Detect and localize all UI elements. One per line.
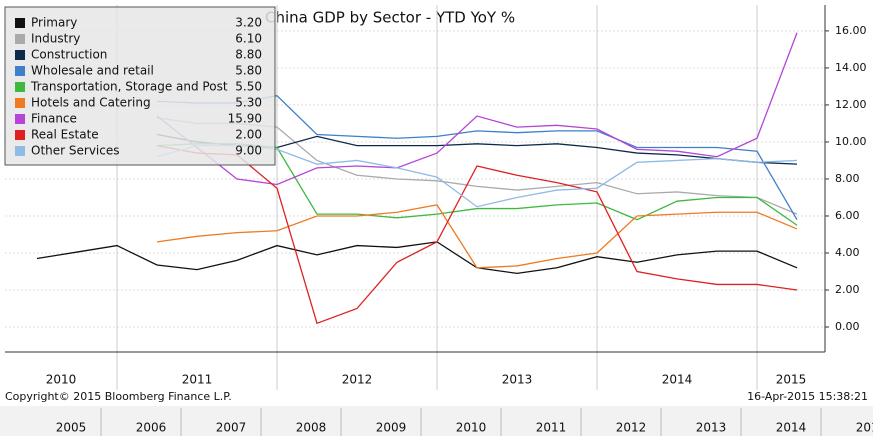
legend-value: 3.20: [235, 16, 262, 30]
timeline-label: 2011: [536, 421, 567, 435]
timestamp: 16-Apr-2015 15:38:21: [747, 390, 868, 403]
y-tick-label: 10.00: [835, 135, 867, 148]
x-band-label: 2011: [182, 373, 213, 387]
legend-value: 5.30: [235, 96, 262, 110]
x-band-label: 2012: [342, 373, 373, 387]
legend-label: Real Estate: [31, 128, 99, 142]
chart-title: China GDP by Sector - YTD YoY %: [265, 9, 515, 27]
legend-box: [4, 6, 276, 166]
y-tick-label: 14.00: [835, 61, 867, 74]
legend-label: Primary: [31, 16, 77, 30]
legend-value: 9.00: [235, 144, 262, 158]
legend-value: 6.10: [235, 32, 262, 46]
legend-label: Hotels and Catering: [31, 96, 151, 110]
legend-swatch: [15, 82, 25, 92]
timeline-label: 2013: [696, 421, 727, 435]
legend-label: Transportation, Storage and Post: [30, 80, 228, 94]
legend-swatch: [15, 18, 25, 28]
legend-value: 15.90: [228, 112, 262, 126]
legend-swatch: [15, 66, 25, 76]
legend-value: 5.50: [235, 80, 262, 94]
legend-value: 8.80: [235, 48, 262, 62]
timeline-bar: [0, 406, 873, 436]
y-tick-label: 2.00: [835, 283, 860, 296]
legend-label: Wholesale and retail: [31, 64, 154, 78]
timeline-label: 2009: [376, 421, 407, 435]
timeline-label: 2006: [136, 421, 167, 435]
timeline-label: 2008: [296, 421, 327, 435]
series-line: [156, 32, 798, 186]
legend-swatch: [15, 114, 25, 124]
legend-swatch: [15, 50, 25, 60]
series-line: [156, 204, 798, 269]
timeline-label: 2012: [616, 421, 647, 435]
legend-label: Finance: [31, 112, 77, 126]
series-line: [156, 145, 798, 325]
x-band-label: 2010: [46, 373, 77, 387]
timeline-label: 2015: [856, 421, 873, 435]
copyright: Copyright© 2015 Bloomberg Finance L.P.: [5, 390, 232, 403]
legend-label: Other Services: [31, 144, 120, 158]
y-tick-label: 0.00: [835, 320, 860, 333]
y-tick-label: 4.00: [835, 246, 860, 259]
legend-value: 2.00: [235, 128, 262, 142]
timeline-label: 2014: [776, 421, 807, 435]
legend-swatch: [15, 34, 25, 44]
x-band-label: 2014: [662, 373, 693, 387]
y-tick-label: 8.00: [835, 172, 860, 185]
series-line: [36, 241, 798, 275]
y-tick-label: 12.00: [835, 98, 867, 111]
y-tick-label: 6.00: [835, 209, 860, 222]
legend-swatch: [15, 130, 25, 140]
legend-value: 5.80: [235, 64, 262, 78]
legend-swatch: [15, 146, 25, 156]
x-band-label: 2013: [502, 373, 533, 387]
legend-label: Industry: [31, 32, 80, 46]
legend-swatch: [15, 98, 25, 108]
x-band-label: 2015: [776, 373, 807, 387]
timeline-label: 2005: [56, 421, 87, 435]
legend-label: Construction: [31, 48, 107, 62]
y-tick-label: 16.00: [835, 24, 867, 37]
timeline-label: 2007: [216, 421, 247, 435]
timeline-label: 2010: [456, 421, 487, 435]
